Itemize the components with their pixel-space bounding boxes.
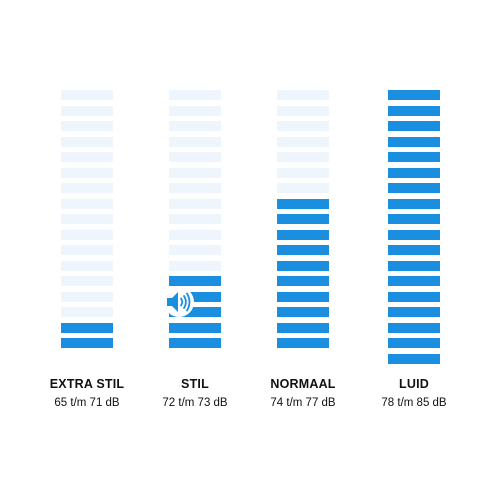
level-bar: [169, 136, 221, 147]
meter-bars: [388, 90, 440, 369]
level-bar: [61, 167, 113, 178]
level-bar: [388, 229, 440, 240]
level-bar: [277, 183, 329, 193]
level-bar: [277, 276, 329, 286]
level-bar: [61, 105, 113, 116]
level-bar: [277, 167, 329, 178]
level-meter-normaal[interactable]: [277, 90, 329, 354]
level-bar: [61, 214, 113, 224]
level-meter-luid[interactable]: [388, 90, 440, 369]
level-bar: [388, 353, 440, 364]
level-bar: [61, 229, 113, 240]
level-bar: [61, 136, 113, 147]
level-bar: [61, 307, 113, 317]
level-bar: [388, 105, 440, 116]
level-bar: [169, 307, 221, 317]
level-bar: [388, 276, 440, 286]
level-bar: [277, 105, 329, 116]
level-bar: [388, 90, 440, 100]
level-bar: [169, 245, 221, 255]
level-label: EXTRA STIL: [49, 377, 125, 391]
level-bar: [61, 260, 113, 271]
level-bar: [61, 338, 113, 348]
level-bar: [388, 167, 440, 178]
level-label: STIL: [181, 377, 209, 391]
level-bar: [277, 245, 329, 255]
level-range: 65 t/m 71 dB: [54, 397, 120, 409]
level-bar: [277, 152, 329, 162]
level-bar: [169, 338, 221, 348]
level-bar: [169, 90, 221, 100]
level-bar: [61, 245, 113, 255]
level-bar: [388, 183, 440, 193]
level-bar: [277, 198, 329, 209]
level-meter-extra-stil[interactable]: [61, 90, 113, 354]
level-bar: [277, 291, 329, 302]
level-bar: [388, 260, 440, 271]
level-bar: [61, 291, 113, 302]
level-bar: [388, 291, 440, 302]
level-label: NORMAAL: [270, 377, 336, 391]
level-label: LUID: [399, 377, 429, 391]
level-bar: [61, 183, 113, 193]
level-range: 74 t/m 77 dB: [270, 397, 336, 409]
level-bar: [169, 105, 221, 116]
level-bar: [277, 136, 329, 147]
level-bar: [61, 322, 113, 333]
level-bar: [277, 121, 329, 131]
level-bar: [388, 338, 440, 348]
meter-bars: [169, 90, 221, 354]
level-bar: [61, 90, 113, 100]
level-bar: [169, 276, 221, 286]
level-bar: [277, 307, 329, 317]
level-range: 78 t/m 85 dB: [381, 397, 447, 409]
level-range: 72 t/m 73 dB: [162, 397, 228, 409]
level-bar: [61, 198, 113, 209]
level-bar: [169, 229, 221, 240]
level-bar: [169, 121, 221, 131]
level-bar: [388, 245, 440, 255]
level-bar: [277, 90, 329, 100]
speaker-volume-icon: [164, 287, 194, 317]
meter-bars: [61, 90, 113, 354]
level-bar: [169, 260, 221, 271]
level-bar: [388, 214, 440, 224]
level-bar: [277, 214, 329, 224]
level-bar: [169, 183, 221, 193]
level-bar: [61, 276, 113, 286]
level-bar: [277, 338, 329, 348]
level-bar: [169, 322, 221, 333]
level-bar: [388, 136, 440, 147]
level-meter-stil[interactable]: [169, 90, 221, 354]
level-bar: [277, 229, 329, 240]
level-bar: [61, 152, 113, 162]
level-bar: [277, 322, 329, 333]
level-bar: [169, 198, 221, 209]
level-bar: [388, 152, 440, 162]
level-bar: [169, 167, 221, 178]
level-bar: [169, 152, 221, 162]
level-bar: [169, 214, 221, 224]
level-bar: [61, 121, 113, 131]
level-bar: [388, 307, 440, 317]
level-bar: [388, 121, 440, 131]
level-bar: [388, 198, 440, 209]
level-bar: [169, 291, 221, 302]
level-bar: [388, 322, 440, 333]
meter-bars: [277, 90, 329, 354]
level-bar: [277, 260, 329, 271]
